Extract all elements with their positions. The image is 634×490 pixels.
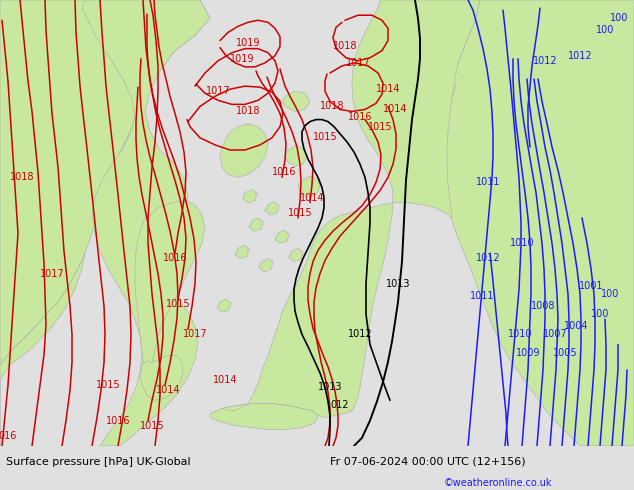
Text: 1018: 1018 xyxy=(236,106,260,117)
Text: 100: 100 xyxy=(601,289,619,299)
Text: 1016: 1016 xyxy=(272,167,296,177)
Text: 1017: 1017 xyxy=(346,58,370,68)
Text: 1019: 1019 xyxy=(236,38,260,48)
Polygon shape xyxy=(217,299,231,312)
Polygon shape xyxy=(302,266,316,279)
Text: 1015: 1015 xyxy=(313,132,337,142)
Polygon shape xyxy=(437,81,456,98)
Text: 1011: 1011 xyxy=(476,177,500,187)
Text: 1015: 1015 xyxy=(368,122,392,132)
Text: 100: 100 xyxy=(596,25,614,35)
Polygon shape xyxy=(235,245,249,258)
Text: 1004: 1004 xyxy=(564,321,588,331)
Polygon shape xyxy=(440,46,460,66)
Text: 1014: 1014 xyxy=(213,375,237,385)
Text: 1013: 1013 xyxy=(318,382,342,392)
Polygon shape xyxy=(442,0,634,446)
Text: 1014: 1014 xyxy=(383,104,407,115)
Text: Fr 07-06-2024 00:00 UTC (12+156): Fr 07-06-2024 00:00 UTC (12+156) xyxy=(330,457,526,466)
Polygon shape xyxy=(220,123,268,177)
Text: 016: 016 xyxy=(0,431,17,441)
Text: 1015: 1015 xyxy=(165,299,190,309)
Polygon shape xyxy=(243,190,257,203)
Text: 1015: 1015 xyxy=(96,380,120,390)
Polygon shape xyxy=(222,0,480,417)
Text: 100: 100 xyxy=(591,309,609,319)
Text: 1017: 1017 xyxy=(183,329,207,340)
Text: 1016: 1016 xyxy=(106,416,130,425)
Text: 1016: 1016 xyxy=(163,253,187,264)
Polygon shape xyxy=(275,230,289,243)
Text: 1012: 1012 xyxy=(567,51,592,61)
Text: 1016: 1016 xyxy=(348,112,372,122)
Text: 1018: 1018 xyxy=(333,41,357,50)
Text: 1019: 1019 xyxy=(230,54,254,64)
Text: ©weatheronline.co.uk: ©weatheronline.co.uk xyxy=(444,478,552,488)
Polygon shape xyxy=(82,0,210,446)
Text: 1018: 1018 xyxy=(10,172,34,182)
Text: 1013: 1013 xyxy=(385,279,410,289)
Text: 1017: 1017 xyxy=(205,86,230,96)
Polygon shape xyxy=(282,91,310,112)
Polygon shape xyxy=(0,0,210,365)
Polygon shape xyxy=(0,253,85,446)
Text: 1008: 1008 xyxy=(531,301,555,311)
Polygon shape xyxy=(338,298,354,312)
Text: 1010: 1010 xyxy=(508,329,533,340)
Text: 1007: 1007 xyxy=(543,329,567,340)
Text: 1010: 1010 xyxy=(510,238,534,248)
Text: 100: 100 xyxy=(610,13,628,23)
Polygon shape xyxy=(298,176,320,196)
Text: 1005: 1005 xyxy=(553,348,578,358)
Text: 1018: 1018 xyxy=(320,101,344,111)
Polygon shape xyxy=(249,218,263,231)
Text: 1009: 1009 xyxy=(515,348,540,358)
Text: 1014: 1014 xyxy=(300,193,324,202)
Text: 1012: 1012 xyxy=(347,329,372,340)
Text: 1001: 1001 xyxy=(579,281,603,291)
Text: Surface pressure [hPa] UK-Global: Surface pressure [hPa] UK-Global xyxy=(6,457,191,466)
Polygon shape xyxy=(328,280,344,294)
Polygon shape xyxy=(135,201,205,387)
Text: 1014: 1014 xyxy=(376,84,400,94)
Polygon shape xyxy=(259,258,273,271)
Text: 1015: 1015 xyxy=(139,420,164,431)
Text: 1015: 1015 xyxy=(288,208,313,218)
Text: 1011: 1011 xyxy=(470,291,495,301)
Text: 1017: 1017 xyxy=(40,269,64,279)
Polygon shape xyxy=(314,310,336,329)
Polygon shape xyxy=(289,248,303,262)
Text: 1012: 1012 xyxy=(533,56,557,66)
Text: 1014: 1014 xyxy=(156,385,180,395)
Polygon shape xyxy=(140,355,183,400)
Polygon shape xyxy=(285,146,307,166)
Text: 1012: 1012 xyxy=(476,253,500,264)
Polygon shape xyxy=(210,403,318,430)
Text: 012: 012 xyxy=(331,400,349,410)
Polygon shape xyxy=(265,202,279,215)
